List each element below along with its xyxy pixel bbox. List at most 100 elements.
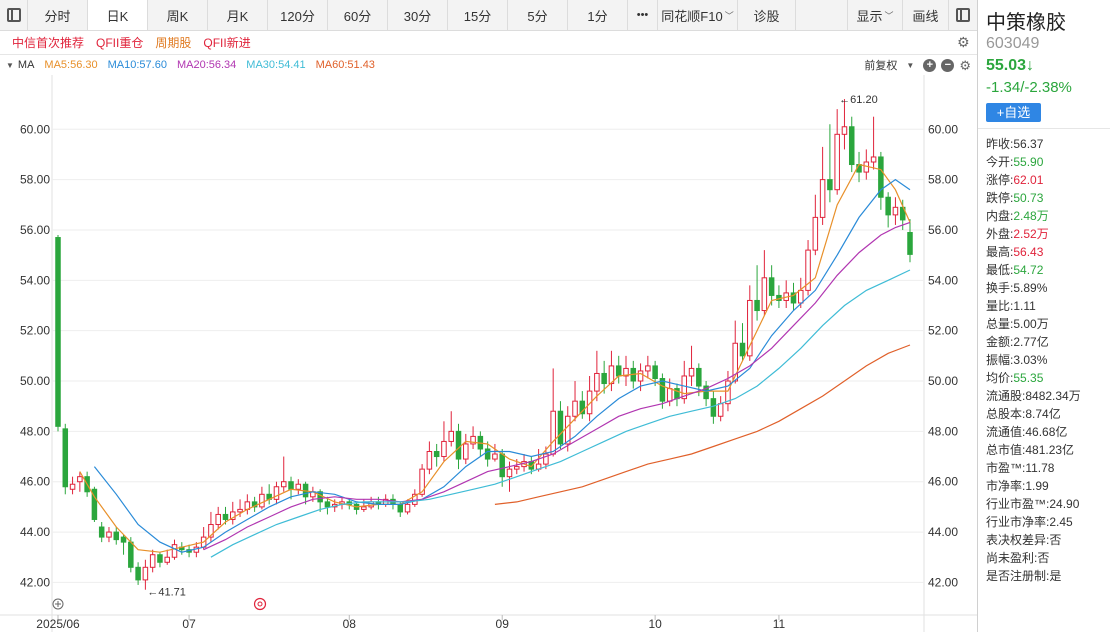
stat-label: 最低:	[986, 263, 1014, 277]
tag-item[interactable]: 中信首次推荐	[12, 36, 85, 50]
adjust-dropdown[interactable]: 前复权	[864, 60, 898, 72]
concept-tags: 中信首次推荐 QFII重仓 周期股 QFII新进 ⚙	[0, 31, 977, 55]
y-tick-label-right: 46.00	[928, 475, 958, 489]
add-watchlist-button[interactable]: +自选	[986, 103, 1041, 122]
stat-value: 5.89%	[1013, 281, 1048, 295]
gear-icon[interactable]: ⚙	[957, 34, 970, 50]
stat-row: 总量:5.00万	[986, 315, 1110, 333]
candle-body	[761, 277, 768, 312]
tab-5min[interactable]: 5分	[508, 0, 568, 30]
candle-body	[208, 524, 214, 538]
f10-dropdown[interactable]: 同花顺F10 ﹀	[658, 0, 738, 30]
indicator-label[interactable]: MA	[17, 59, 35, 71]
candle-body	[280, 481, 287, 488]
y-tick-label-left: 48.00	[20, 424, 50, 438]
candle-body	[361, 506, 367, 510]
stat-label: 跌停:	[986, 191, 1014, 205]
y-tick-label-left: 60.00	[20, 122, 50, 136]
draw-line-button[interactable]: 画线	[903, 0, 949, 30]
kline-chart-svg[interactable]: 42.00 44.00 46.00 48.00 50.00 52.00 54.00 56.00…	[0, 75, 977, 632]
diagnose-button[interactable]: 诊股	[738, 0, 796, 30]
triangle-down-icon[interactable]: ▼	[6, 60, 14, 70]
stock-price: 55.03↓	[986, 57, 1035, 74]
candle-body	[819, 179, 826, 218]
display-dropdown[interactable]: 显示 ﹀	[847, 0, 903, 30]
panel-collapse-button[interactable]	[949, 0, 977, 30]
stat-value: 2.48万	[1013, 209, 1049, 223]
stat-row: 行业市净率:2.45	[986, 513, 1110, 531]
candle-body	[739, 342, 746, 357]
zoom-out-icon[interactable]: −	[941, 58, 955, 72]
stat-label: 市净率:	[986, 479, 1026, 493]
candle-body	[594, 372, 600, 392]
candle-body	[623, 367, 629, 377]
candle-body	[135, 566, 141, 581]
y-axis-right: 42.00 44.00 46.00 48.00 50.00 52.00 54.00 56.00…	[928, 122, 958, 589]
tab-weekly-k[interactable]: 周K	[148, 0, 208, 30]
ma30-line	[210, 269, 911, 558]
tag-item[interactable]: QFII重仓	[96, 36, 144, 50]
stock-name: 中策橡胶	[986, 12, 1066, 34]
triangle-down-icon[interactable]: ▼	[906, 60, 915, 70]
tab-timeshare[interactable]: 分时	[28, 0, 88, 30]
ma10-line	[93, 178, 911, 553]
tab-60min[interactable]: 60分	[328, 0, 388, 30]
stat-label: 总股本:	[986, 407, 1026, 421]
tab-1min[interactable]: 1分	[568, 0, 628, 30]
candle-body	[710, 398, 717, 417]
ma20-value: MA20:56.34	[176, 59, 237, 71]
candle-body	[572, 400, 578, 417]
stat-row: 总市值:481.23亿	[986, 441, 1110, 459]
add-indicator-icon[interactable]	[52, 598, 64, 610]
quote-stats: 昨收:56.37 今开:55.90 涨停:62.01 跌停:50.73 内盘:2.48万…	[986, 135, 1110, 585]
stat-row: 最低:54.72	[986, 261, 1110, 279]
stat-row: 换手:5.89%	[986, 279, 1110, 297]
stat-value: 2.77亿	[1013, 335, 1049, 349]
period-toolbar: 分时 日K 周K 月K 120分 60分 30分 15分 5分 1分 ••• 同…	[0, 0, 977, 31]
y-tick-label-right: 52.00	[928, 324, 958, 338]
ma60-line	[494, 344, 911, 505]
tag-item[interactable]: 周期股	[155, 36, 192, 50]
tag-item[interactable]: QFII新进	[203, 36, 251, 50]
candle-body	[652, 365, 658, 380]
zoom-in-icon[interactable]: +	[923, 58, 937, 72]
tab-120min[interactable]: 120分	[268, 0, 328, 30]
more-button[interactable]: •••	[628, 0, 658, 30]
tab-15min[interactable]: 15分	[448, 0, 508, 30]
candle-body	[120, 536, 127, 543]
stat-label: 市盈™:	[986, 461, 1026, 475]
stat-row: 均价:55.35	[986, 369, 1110, 387]
candle-body	[805, 249, 811, 291]
tab-30min[interactable]: 30分	[388, 0, 448, 30]
kline-chart[interactable]: 42.00 44.00 46.00 48.00 50.00 52.00 54.00 56.00…	[0, 75, 977, 632]
y-tick-label-right: 44.00	[928, 525, 958, 539]
candle-body	[688, 367, 695, 377]
candle-body	[870, 156, 877, 163]
y-tick-label-right: 54.00	[928, 273, 958, 287]
candle-body	[798, 289, 804, 304]
ma-lines	[79, 163, 911, 558]
candle-body	[113, 531, 120, 541]
stock-change: -1.34/-2.38%	[986, 79, 1072, 96]
candle-body	[768, 277, 775, 296]
event-marker-icon[interactable]	[253, 597, 267, 611]
candle-body	[717, 403, 724, 417]
y-tick-label-left: 50.00	[20, 374, 50, 388]
tab-monthly-k[interactable]: 月K	[208, 0, 268, 30]
stat-value: 11.78	[1025, 461, 1055, 475]
candle-body	[157, 554, 163, 563]
stat-label: 振幅:	[986, 353, 1014, 367]
candle-body	[601, 372, 607, 385]
sidebar-toggle-button[interactable]	[0, 0, 28, 30]
stat-label: 内盘:	[986, 209, 1014, 223]
gear-icon[interactable]: ⚙	[959, 57, 971, 73]
stat-row: 尚未盈利:否	[986, 549, 1110, 567]
stat-value: 是	[1049, 569, 1062, 583]
candle-body	[514, 466, 520, 470]
candle-body	[324, 501, 331, 508]
tab-daily-k[interactable]: 日K	[88, 0, 148, 30]
stat-row: 行业市盈™:24.90	[986, 495, 1110, 513]
stat-row: 市净率:1.99	[986, 477, 1110, 495]
candle-body	[237, 508, 243, 513]
x-tick-label: 07	[182, 617, 196, 631]
